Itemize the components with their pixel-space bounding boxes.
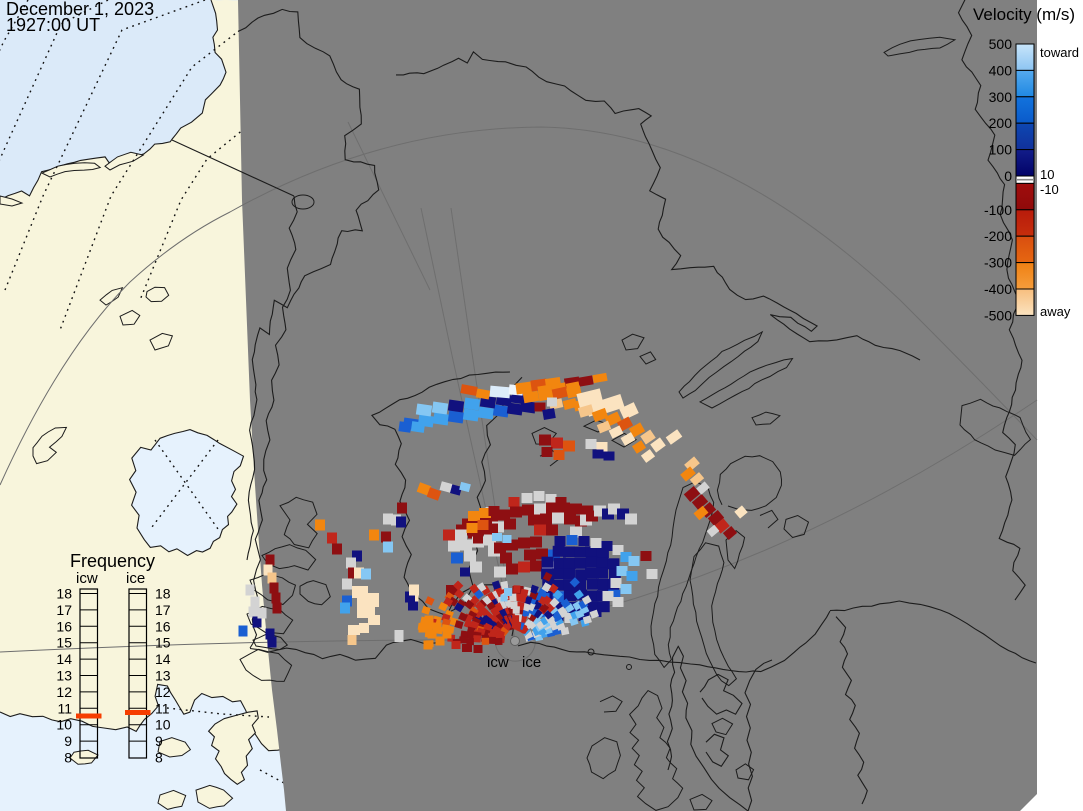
svg-text:10: 10 [1040, 167, 1054, 182]
svg-text:12: 12 [56, 684, 72, 700]
svg-text:8: 8 [64, 750, 72, 766]
svg-text:ice: ice [126, 570, 145, 587]
svg-text:100: 100 [989, 142, 1013, 158]
svg-text:icw: icw [76, 570, 98, 587]
svg-text:8: 8 [155, 750, 163, 766]
svg-text:15: 15 [155, 635, 171, 651]
svg-text:10: 10 [155, 717, 171, 733]
svg-text:17: 17 [56, 602, 72, 618]
svg-text:16: 16 [56, 618, 72, 634]
svg-text:9: 9 [64, 733, 72, 749]
svg-text:18: 18 [155, 586, 171, 602]
svg-text:-500: -500 [984, 307, 1012, 323]
svg-text:Frequency: Frequency [70, 551, 155, 571]
svg-text:400: 400 [989, 62, 1013, 78]
svg-text:Velocity (m/s): Velocity (m/s) [973, 5, 1075, 24]
svg-text:14: 14 [56, 651, 72, 667]
svg-text:-100: -100 [984, 202, 1012, 218]
svg-text:9: 9 [155, 733, 163, 749]
svg-text:11: 11 [155, 700, 170, 716]
svg-text:1927:00 UT: 1927:00 UT [6, 15, 100, 35]
svg-text:16: 16 [155, 618, 171, 634]
svg-text:300: 300 [989, 89, 1013, 105]
svg-text:away: away [1040, 304, 1071, 319]
svg-text:-300: -300 [984, 255, 1012, 271]
svg-text:-200: -200 [984, 228, 1012, 244]
svg-text:ice: ice [522, 654, 541, 671]
svg-text:200: 200 [989, 115, 1013, 131]
svg-text:December 1, 2023: December 1, 2023 [6, 0, 154, 19]
svg-text:500: 500 [989, 36, 1013, 52]
svg-text:15: 15 [56, 635, 72, 651]
svg-text:12: 12 [155, 684, 171, 700]
svg-text:11: 11 [57, 700, 72, 716]
svg-text:0: 0 [1004, 168, 1012, 184]
svg-text:14: 14 [155, 651, 171, 667]
svg-text:-10: -10 [1040, 182, 1059, 197]
svg-text:toward: toward [1040, 45, 1079, 60]
svg-text:10: 10 [56, 717, 72, 733]
svg-text:13: 13 [155, 668, 171, 684]
svg-text:13: 13 [56, 668, 72, 684]
svg-text:17: 17 [155, 602, 171, 618]
svg-text:-400: -400 [984, 281, 1012, 297]
svg-text:18: 18 [56, 586, 72, 602]
svg-text:icw: icw [487, 654, 509, 671]
